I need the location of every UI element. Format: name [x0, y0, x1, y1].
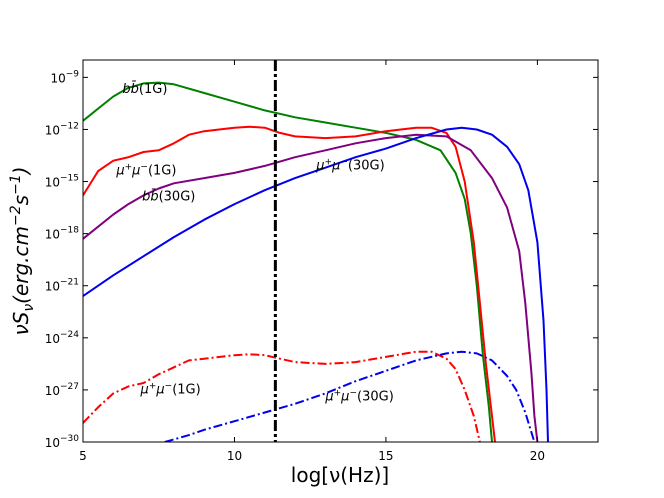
series-line-4	[83, 350, 481, 442]
x-axis-title: log[ν(Hz)]	[291, 463, 389, 487]
y-title-close: )	[9, 166, 33, 176]
annotation-mm1_ic: μ+μ−(1G)	[140, 381, 201, 397]
plot-frame	[82, 59, 599, 443]
x-tick-label-1: 10	[227, 449, 242, 463]
annotation-mm30_ic: μ+μ−(30G)	[324, 388, 393, 404]
y-tick-label-6: 10−12	[45, 121, 79, 137]
x-tick-label-2: 15	[378, 449, 393, 463]
annotation-mm30_syn: μ+μ−(30G)	[315, 157, 384, 173]
x-tick-label-0: 5	[79, 449, 87, 463]
y-title-s: s	[9, 195, 33, 205]
y-tick-label-4: 10−18	[45, 226, 80, 242]
annotation-bb30: bb̄(30G)	[142, 189, 195, 204]
annotations-layer: bb̄(1G) μ+μ−(1G) bb̄(30G) μ+μ−(30G) μ+μ−(1G)…	[115, 82, 393, 405]
y-title-exp1: −2	[8, 205, 24, 226]
series-line-0	[83, 81, 493, 442]
y-tick-label-0: 10−30	[45, 434, 80, 450]
series-line-2	[83, 133, 539, 442]
y-axis-title: νSν(erg.cm−2s−1)	[8, 166, 37, 335]
series-line-1	[83, 125, 496, 442]
y-tick-label-7: 10−9	[50, 69, 79, 85]
y-title-sub: ν	[21, 304, 37, 312]
annotation-mm1_syn: μ+μ−(1G)	[115, 163, 176, 179]
annotation-bb1: bb̄(1G)	[122, 82, 167, 97]
y-tick-label-5: 10−15	[45, 174, 79, 190]
y-tick-label-3: 10−21	[45, 278, 79, 294]
y-title-exp2: −1	[8, 174, 24, 195]
y-tick-label-2: 10−24	[45, 330, 80, 346]
y-title-main: νS	[9, 311, 33, 335]
y-tick-label-1: 10−27	[45, 382, 79, 398]
ticks-layer: 5 10 15 20 10−30 10−27 10−24 10−21 10−18 10−15 10−…	[45, 60, 598, 463]
series-line-3	[83, 126, 549, 442]
y-title-units: (erg.cm	[9, 226, 33, 304]
x-tick-label-3: 20	[530, 449, 545, 463]
series-layer	[83, 81, 549, 442]
